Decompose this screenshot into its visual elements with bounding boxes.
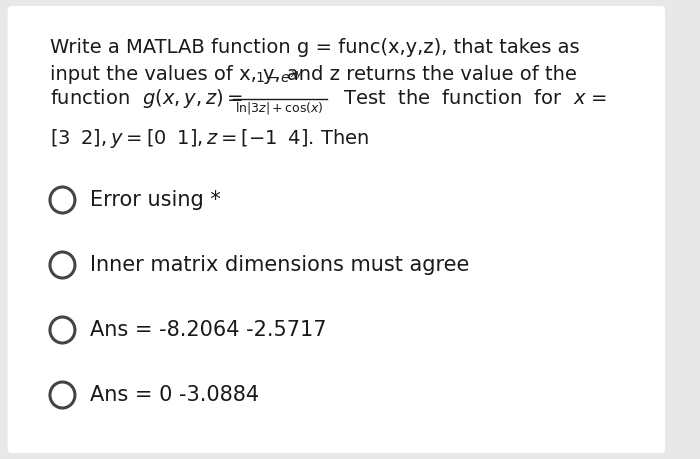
Text: $[3\;\;2], y=[0\;\;1], z=[-1\;\;4]$. Then: $[3\;\;2], y=[0\;\;1], z=[-1\;\;4]$. The… <box>50 127 369 150</box>
Text: $\ln|3z|+\cos(x)$: $\ln|3z|+\cos(x)$ <box>235 100 324 116</box>
Text: function  $g(x, y, z)=$: function $g(x, y, z)=$ <box>50 86 243 110</box>
Text: Ans = 0 -3.0884: Ans = 0 -3.0884 <box>90 385 260 405</box>
Text: $1-e^{xy}$: $1-e^{xy}$ <box>256 70 304 86</box>
Text: Test  the  function  for  $x$ =: Test the function for $x$ = <box>332 89 608 107</box>
Text: Ans = -8.2064 -2.5717: Ans = -8.2064 -2.5717 <box>90 320 327 340</box>
Text: Error using *: Error using * <box>90 190 221 210</box>
Text: input the values of x, y, and z returns the value of the: input the values of x, y, and z returns … <box>50 65 577 84</box>
FancyBboxPatch shape <box>8 6 665 453</box>
Text: Inner matrix dimensions must agree: Inner matrix dimensions must agree <box>90 255 470 275</box>
Text: Write a MATLAB function g = func(x,y,z), that takes as: Write a MATLAB function g = func(x,y,z),… <box>50 38 580 57</box>
